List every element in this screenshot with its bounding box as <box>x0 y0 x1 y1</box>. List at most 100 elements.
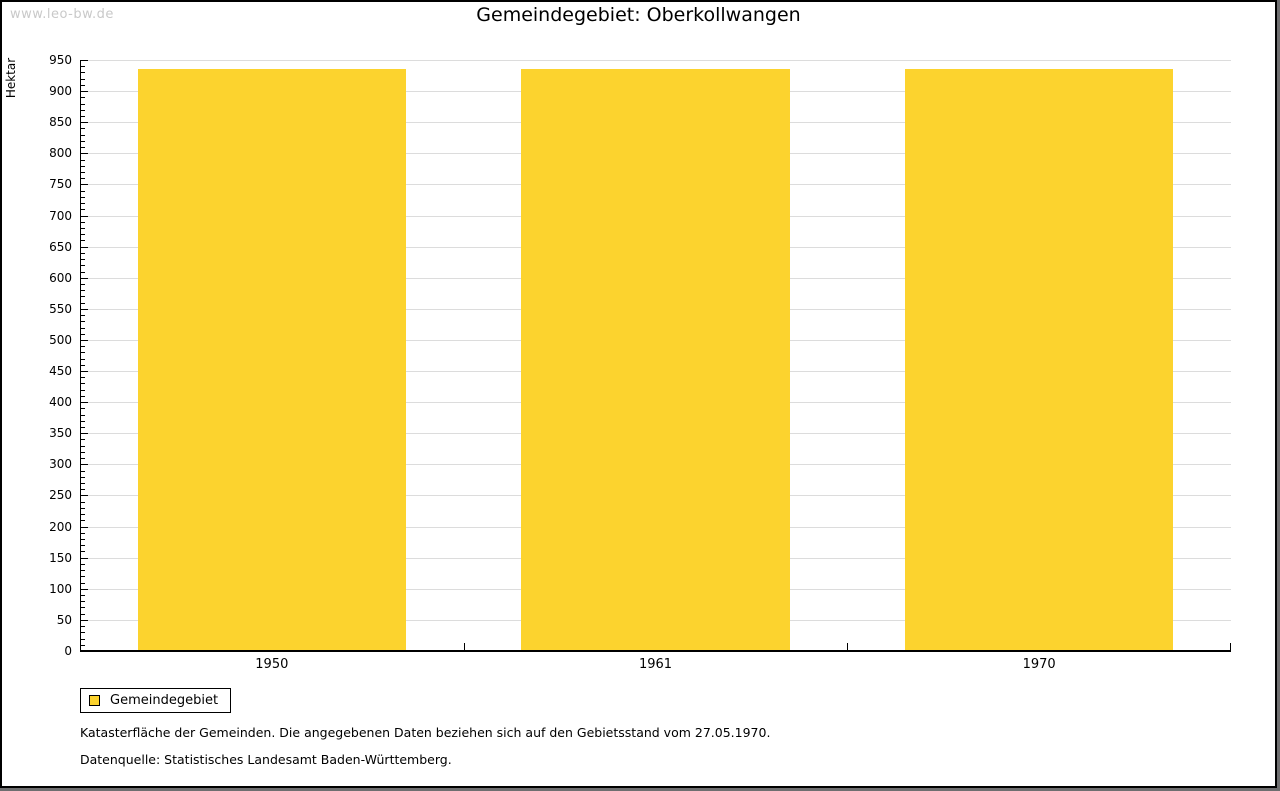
y-axis-major-tick <box>81 277 88 279</box>
chart-title: Gemeindegebiet: Oberkollwangen <box>476 4 801 26</box>
x-axis-category-label: 1961 <box>638 657 673 672</box>
y-axis-minor-tick <box>81 613 85 615</box>
y-axis-minor-tick <box>81 632 85 634</box>
y-axis-minor-tick <box>81 221 85 223</box>
legend: Gemeindegebiet <box>80 688 232 713</box>
y-axis-minor-tick <box>81 333 85 335</box>
y-axis-minor-tick <box>81 271 85 273</box>
y-axis-major-tick <box>81 246 88 248</box>
y-axis-minor-tick <box>81 115 85 117</box>
y-axis-minor-tick <box>81 346 85 348</box>
y-axis-minor-tick <box>81 203 85 205</box>
y-axis-major-tick <box>81 588 88 590</box>
y-axis-minor-tick <box>81 607 85 609</box>
footnote-line2: Datenquelle: Statistisches Landesamt Bad… <box>80 752 452 767</box>
y-axis-line <box>80 60 81 651</box>
y-axis-minor-tick <box>81 352 85 354</box>
y-axis-minor-tick <box>81 84 85 86</box>
x-axis-tick <box>847 643 849 650</box>
y-axis-minor-tick <box>81 159 85 161</box>
y-axis-tick-label: 150 <box>49 550 72 565</box>
y-axis-minor-tick <box>81 327 85 329</box>
y-axis-minor-tick <box>81 501 85 503</box>
y-axis-minor-tick <box>81 582 85 584</box>
y-axis-minor-tick <box>81 470 85 472</box>
x-axis-category-label: 1970 <box>1022 657 1056 672</box>
y-axis-tick-label: 900 <box>49 84 72 99</box>
y-axis-minor-tick <box>81 539 85 541</box>
bar <box>904 69 1174 651</box>
y-axis-minor-tick <box>81 389 85 391</box>
y-axis-major-tick <box>81 433 88 435</box>
y-axis-minor-tick <box>81 259 85 261</box>
y-axis-minor-tick <box>81 476 85 478</box>
x-axis-tick <box>1230 643 1231 650</box>
y-axis-minor-tick <box>81 134 85 136</box>
y-axis-major-tick <box>81 91 88 93</box>
y-axis-minor-tick <box>81 165 85 167</box>
y-axis-minor-tick <box>81 644 85 646</box>
y-axis-minor-tick <box>81 570 85 572</box>
y-axis-major-tick <box>81 402 88 404</box>
y-axis-major-tick <box>81 122 88 124</box>
y-axis-minor-tick <box>81 451 85 453</box>
y-axis-minor-tick <box>81 171 85 173</box>
footnote-line1: Katasterfläche der Gemeinden. Die angege… <box>80 725 771 740</box>
y-axis-minor-tick <box>81 315 85 317</box>
y-axis-tick-label: 550 <box>49 301 72 316</box>
y-axis-minor-tick <box>81 601 85 603</box>
y-axis-major-tick <box>81 308 88 310</box>
y-axis-major-tick <box>81 60 88 61</box>
y-axis-minor-tick <box>81 265 85 267</box>
bar <box>137 69 407 651</box>
legend-label: Gemeindegebiet <box>110 693 219 708</box>
y-axis-minor-tick <box>81 178 85 180</box>
y-axis-tick-label: 450 <box>49 364 72 379</box>
y-axis-tick-label: 300 <box>49 457 72 472</box>
y-axis-minor-tick <box>81 595 85 596</box>
y-axis-minor-tick <box>81 414 85 416</box>
y-axis-tick-label: 800 <box>49 146 72 161</box>
y-axis-minor-tick <box>81 128 85 130</box>
y-axis-major-tick <box>81 371 88 373</box>
y-axis-tick-label: 850 <box>49 115 72 130</box>
y-axis-minor-tick <box>81 507 85 509</box>
y-axis-major-tick <box>81 184 88 186</box>
y-axis-tick-label: 50 <box>56 612 72 627</box>
y-axis-minor-tick <box>81 296 85 298</box>
y-axis-tick-label: 200 <box>49 519 72 534</box>
y-axis-minor-tick <box>81 209 85 211</box>
gridline <box>81 60 1231 61</box>
y-axis-minor-tick <box>81 72 85 74</box>
y-axis-minor-tick <box>81 234 85 236</box>
y-axis-minor-tick <box>81 383 85 385</box>
y-axis-minor-tick <box>81 439 85 441</box>
y-axis-major-tick <box>81 651 88 652</box>
y-axis-major-tick <box>81 339 88 341</box>
y-axis-minor-tick <box>81 66 85 68</box>
y-axis-major-tick <box>81 464 88 466</box>
y-axis-minor-tick <box>81 364 85 366</box>
y-axis-tick-label: 600 <box>49 270 72 285</box>
y-axis-minor-tick <box>81 638 85 640</box>
y-axis-tick-label: 0 <box>64 644 72 658</box>
y-axis-tick-label: 350 <box>49 426 72 441</box>
x-axis-tick <box>463 643 465 650</box>
x-axis-line <box>80 650 1231 652</box>
y-axis-minor-tick <box>81 290 85 292</box>
y-axis-minor-tick <box>81 103 85 105</box>
y-axis-minor-tick <box>81 514 85 516</box>
y-axis-minor-tick <box>81 302 85 304</box>
y-axis-major-tick <box>81 557 88 559</box>
y-axis-tick-label: 750 <box>49 177 72 192</box>
y-axis-minor-tick <box>81 626 85 628</box>
y-axis-minor-tick <box>81 563 85 565</box>
y-axis-minor-tick <box>81 532 85 534</box>
legend-swatch <box>89 695 100 706</box>
y-axis-tick-label: 700 <box>49 208 72 223</box>
y-axis-minor-tick <box>81 283 85 285</box>
x-axis-category-label: 1950 <box>255 657 289 672</box>
y-axis-tick-label: 250 <box>49 488 72 503</box>
y-axis-minor-tick <box>81 445 85 447</box>
